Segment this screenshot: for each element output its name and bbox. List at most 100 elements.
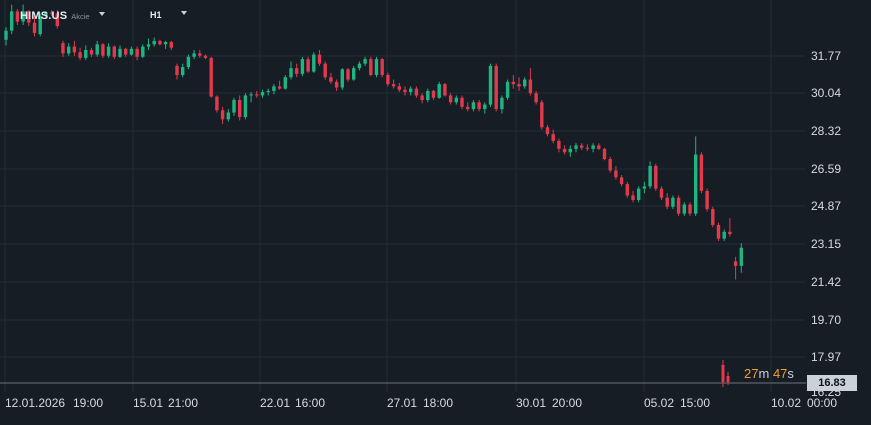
candle-body — [249, 94, 253, 96]
chevron-down-icon — [180, 11, 187, 15]
symbol-selector[interactable]: HIMS.US Akcie — [20, 10, 105, 22]
candle-body — [357, 63, 362, 69]
candle-body — [414, 88, 419, 96]
time-axis-label: 00:00 — [807, 396, 837, 410]
candle-body — [323, 63, 327, 78]
candle-body — [580, 145, 584, 148]
candle-body — [118, 48, 122, 57]
candle-body — [10, 11, 14, 31]
candle-body — [739, 247, 743, 266]
candle-body — [38, 15, 42, 35]
candle-body — [158, 40, 162, 45]
time-axis-label: 15:00 — [680, 396, 710, 410]
time-axis-label: 15.01 — [133, 396, 163, 410]
candle-body — [106, 46, 111, 56]
candle-body — [471, 102, 476, 110]
price-axis-label: 28.32 — [811, 124, 841, 138]
candle-body — [141, 46, 145, 57]
candle-body — [289, 68, 293, 78]
time-axis-label: 27.01 — [387, 396, 417, 410]
candle-body — [84, 50, 88, 58]
candle-body — [500, 97, 504, 110]
asset-type-label: Akcie — [71, 12, 90, 21]
candle-body — [386, 75, 390, 85]
candle-body — [443, 84, 447, 96]
price-axis[interactable]: 31.77 30.04 28.32 26.59 24.87 23.15 21.4… — [811, 49, 841, 399]
candle-body — [95, 44, 99, 55]
candle-body — [203, 55, 208, 58]
current-price-tag: 16.83 — [807, 375, 857, 391]
candle-body — [215, 96, 219, 111]
candle-body — [220, 110, 225, 120]
candle-body — [89, 50, 94, 55]
candle-body — [135, 48, 139, 57]
candle-body — [534, 93, 538, 103]
candle-body — [562, 148, 567, 153]
countdown-seconds: 47 — [772, 366, 788, 381]
candle-body — [198, 53, 202, 56]
candle-body — [186, 56, 191, 68]
candle-body — [540, 102, 544, 128]
candle-body — [295, 68, 299, 74]
candle-body — [665, 197, 669, 207]
candle-body — [728, 231, 732, 235]
candle-body — [55, 13, 59, 27]
candle-body — [21, 11, 25, 22]
candle-body — [699, 154, 704, 191]
candle-body — [597, 145, 601, 149]
time-axis-label: 21:00 — [168, 396, 198, 410]
candle-body — [4, 30, 8, 40]
candle-body — [431, 90, 436, 98]
candle-body — [642, 186, 647, 189]
candle-body — [460, 97, 464, 107]
time-axis-label: 10.02 — [771, 396, 801, 410]
candle-body — [711, 209, 715, 225]
candle-body — [163, 42, 168, 45]
timeframe-selector[interactable]: H1 — [150, 10, 187, 20]
candle-body — [477, 102, 481, 110]
last-candle-body — [721, 365, 725, 382]
candle-body — [551, 134, 555, 141]
candle-body — [448, 95, 453, 103]
candle-body — [209, 57, 213, 97]
candle-body — [591, 145, 595, 149]
candle-body — [243, 95, 248, 118]
candle-body — [329, 77, 333, 82]
candle-body — [391, 84, 396, 87]
candle-body — [175, 65, 179, 75]
candle-body — [688, 204, 692, 214]
price-axis-label: 19.70 — [811, 313, 841, 327]
time-axis-label: 12.01.2026 — [5, 396, 65, 410]
candle-body — [352, 68, 356, 80]
candle-body — [112, 46, 116, 57]
candle-body — [169, 42, 173, 48]
candle-body — [334, 81, 339, 88]
price-axis-label: 21.42 — [811, 275, 841, 289]
candle-body — [574, 145, 578, 149]
candle-body — [420, 95, 424, 100]
candle-body — [306, 59, 310, 72]
candle-body — [631, 195, 635, 200]
price-axis-label: 24.87 — [811, 199, 841, 213]
candle-body — [528, 79, 533, 94]
time-axis-label: 19:00 — [73, 396, 103, 410]
candle-body — [682, 204, 686, 214]
candle-body — [625, 184, 629, 196]
candle-body — [380, 59, 384, 75]
candle-body — [466, 106, 470, 110]
candle-body — [283, 77, 287, 89]
candle-body — [260, 92, 265, 96]
candle-body — [437, 84, 441, 98]
candle-body — [346, 69, 350, 80]
candle-body — [637, 188, 641, 200]
candle-body — [488, 65, 493, 105]
candle-body — [557, 140, 561, 149]
time-axis-label: 22.01 — [260, 396, 290, 410]
candle-body — [129, 48, 134, 55]
price-axis-label: 23.15 — [811, 237, 841, 251]
candle-body — [226, 112, 230, 120]
time-axis[interactable]: 12.01.2026 19:00 15.01 21:00 22.01 16:00… — [5, 396, 837, 410]
candle-body — [72, 46, 77, 53]
